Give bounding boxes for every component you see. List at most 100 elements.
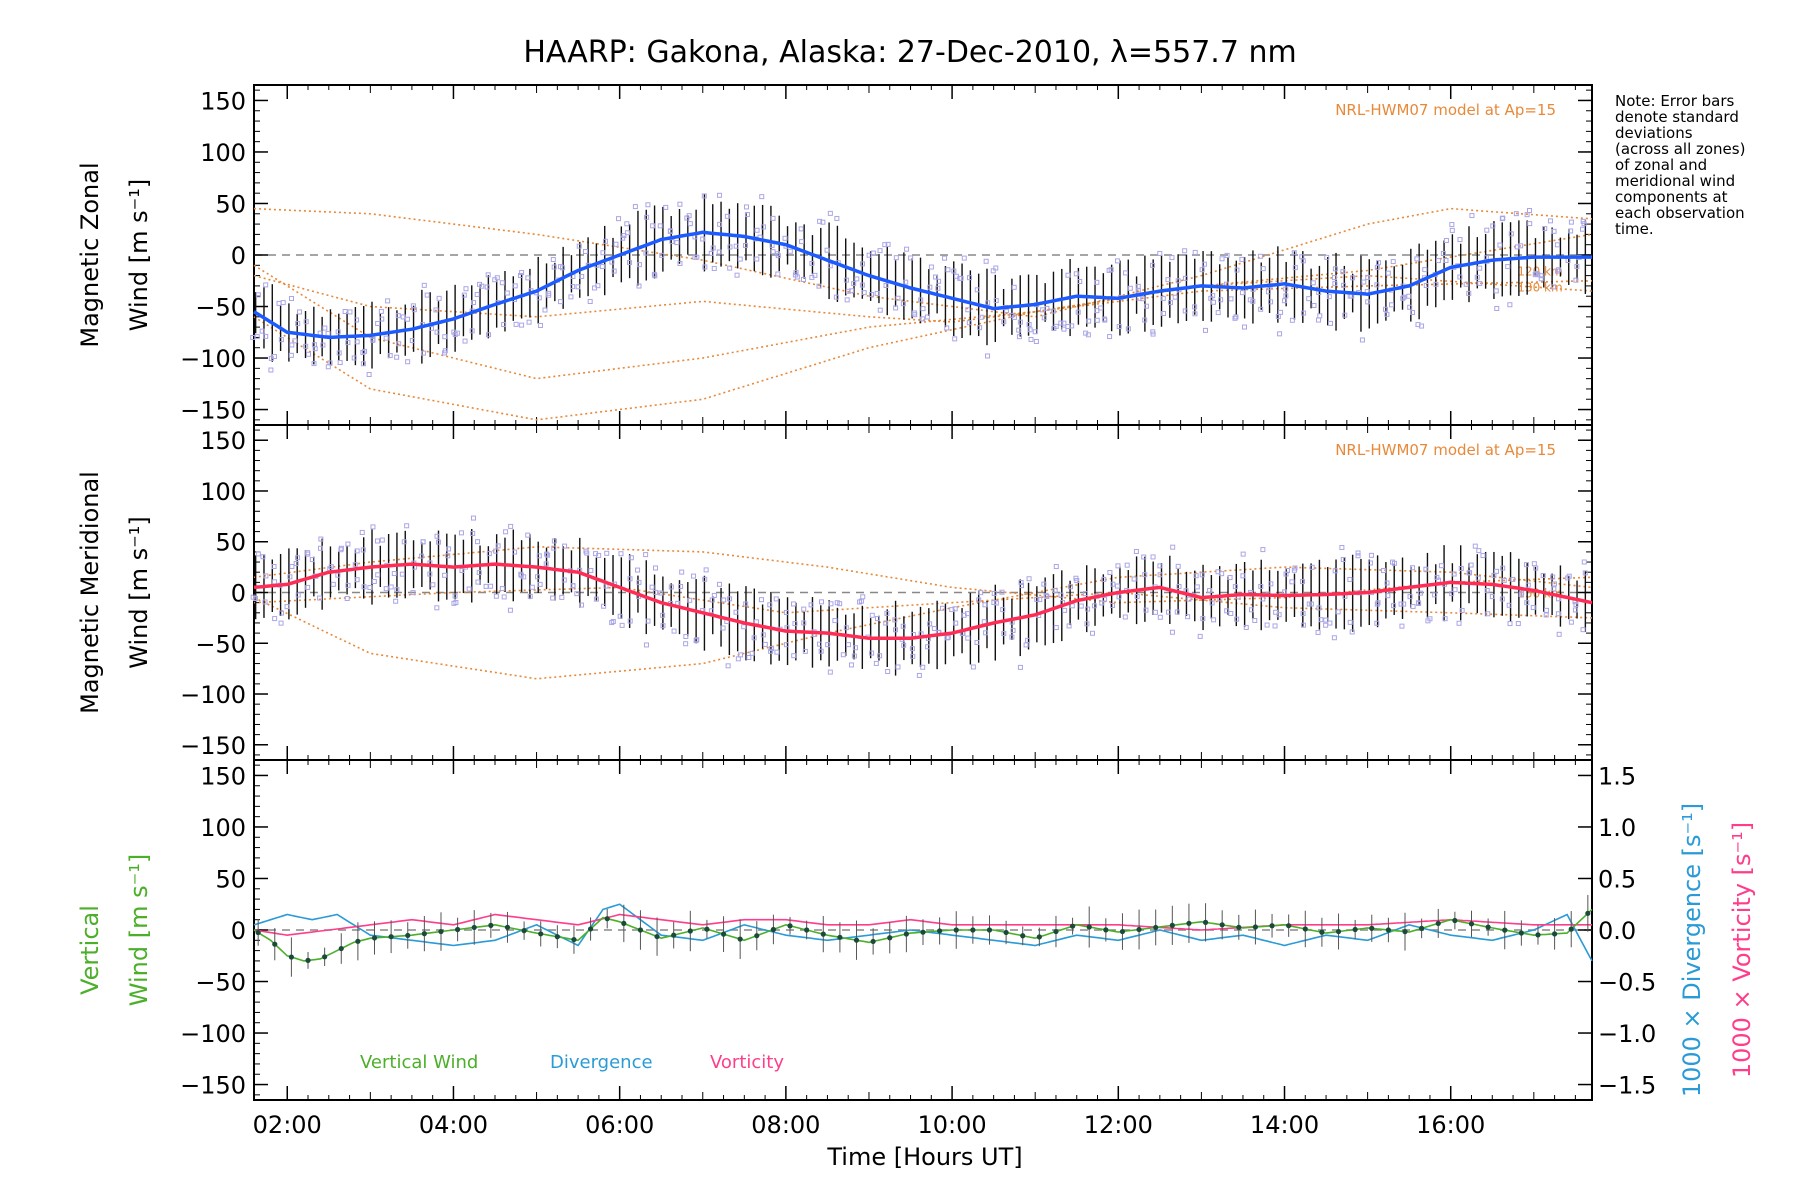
scatter-point: [1228, 296, 1234, 302]
scatter-point: [453, 599, 459, 605]
scatter-point: [1185, 614, 1191, 620]
scatter-point: [312, 346, 318, 352]
scatter-point: [1037, 597, 1043, 603]
scatter-point: [991, 590, 997, 596]
scatter-point: [769, 646, 775, 652]
vertical-wind-point: [787, 923, 793, 929]
scatter-point: [1150, 262, 1156, 268]
scatter-point: [259, 328, 265, 334]
y-tick-label: 150: [200, 87, 246, 115]
scatter-point: [767, 602, 773, 608]
scatter-point: [1289, 317, 1295, 323]
scatter-point: [1157, 250, 1163, 256]
scatter-point: [289, 564, 295, 570]
scatter-point: [866, 252, 872, 258]
scatter-point: [851, 281, 857, 287]
scatter-point: [953, 620, 959, 626]
scatter-point: [1172, 294, 1178, 300]
scatter-point: [694, 637, 700, 643]
scatter-point: [508, 523, 514, 529]
scatter-point: [840, 652, 846, 658]
vertical-wind-point: [1452, 917, 1458, 924]
scatter-point: [1143, 303, 1149, 309]
scatter-point: [288, 352, 294, 358]
scatter-point: [660, 623, 666, 629]
scatter-point: [399, 571, 405, 577]
scatter-point: [1242, 324, 1248, 330]
scatter-point: [825, 642, 831, 648]
scatter-point: [1028, 336, 1034, 342]
scatter-point: [1018, 579, 1024, 585]
scatter-point: [587, 298, 593, 304]
vertical-wind-point: [1236, 924, 1242, 930]
scatter-point: [650, 223, 656, 229]
vertical-wind-point: [554, 934, 560, 940]
scatter-point: [1341, 282, 1347, 288]
scatter-point: [519, 322, 525, 328]
scatter-point: [1415, 600, 1421, 606]
scatter-point: [644, 214, 650, 220]
scatter-point: [379, 537, 385, 543]
scatter-point: [1122, 614, 1128, 620]
scatter-point: [1209, 600, 1215, 606]
scatter-point: [1215, 569, 1221, 575]
scatter-point: [1299, 579, 1305, 585]
scatter-point: [1434, 574, 1440, 580]
scatter-point: [620, 235, 626, 241]
scatter-point: [1193, 573, 1199, 579]
scatter-point: [518, 572, 524, 578]
scatter-point: [1355, 550, 1361, 556]
scatter-point: [1500, 565, 1506, 571]
scatter-point: [1323, 622, 1329, 628]
scatter-point: [671, 628, 677, 634]
scatter-point: [583, 548, 589, 554]
y-axis-title: Wind [m s⁻¹]: [125, 179, 153, 331]
scatter-point: [469, 328, 475, 334]
meridional-mean-line: [253, 562, 1593, 640]
scatter-point: [679, 569, 685, 575]
scatter-point: [1299, 254, 1305, 260]
scatter-point: [476, 570, 482, 576]
vertical-wind-point: [671, 932, 677, 938]
scatter-point: [716, 249, 722, 255]
scatter-point: [900, 623, 906, 629]
y-tick-label: −100: [180, 681, 246, 709]
scatter-point: [1507, 302, 1513, 308]
scatter-point: [1497, 242, 1503, 248]
scatter-point: [451, 329, 457, 335]
scatter-point: [809, 260, 815, 266]
scatter-point: [1507, 621, 1513, 627]
scatter-point: [1449, 591, 1455, 597]
scatter-point: [1094, 279, 1100, 285]
vertical-wind-point: [1153, 924, 1159, 931]
vertical-wind-point: [1136, 926, 1142, 933]
scatter-point: [527, 593, 533, 599]
scatter-point: [1551, 228, 1557, 234]
scatter-point: [411, 307, 417, 313]
scatter-point: [278, 337, 284, 343]
scatter-point: [613, 241, 619, 247]
scatter-point: [920, 664, 926, 670]
scatter-point: [1555, 267, 1561, 273]
vertical-wind-point: [471, 924, 477, 931]
scatter-point: [1467, 570, 1473, 576]
vertical-wind-point: [720, 931, 727, 937]
scatter-point: [599, 264, 605, 270]
scatter-point: [1540, 572, 1546, 578]
scatter-point: [754, 227, 760, 233]
vertical-wind-point: [654, 933, 660, 940]
scatter-point: [1009, 312, 1015, 318]
scatter-point: [1292, 265, 1298, 271]
scatter-point: [893, 255, 899, 261]
scatter-point: [1442, 616, 1448, 622]
scatter-point: [935, 285, 941, 291]
scatter-point: [710, 245, 716, 251]
scatter-point: [1374, 264, 1380, 270]
model-altitude-label: 120 km: [1517, 265, 1562, 279]
vertical-wind-point: [621, 920, 627, 927]
scatter-point: [1098, 305, 1104, 311]
scatter-point: [1110, 602, 1116, 608]
scatter-point: [1026, 322, 1032, 328]
scatter-point: [1124, 562, 1130, 568]
